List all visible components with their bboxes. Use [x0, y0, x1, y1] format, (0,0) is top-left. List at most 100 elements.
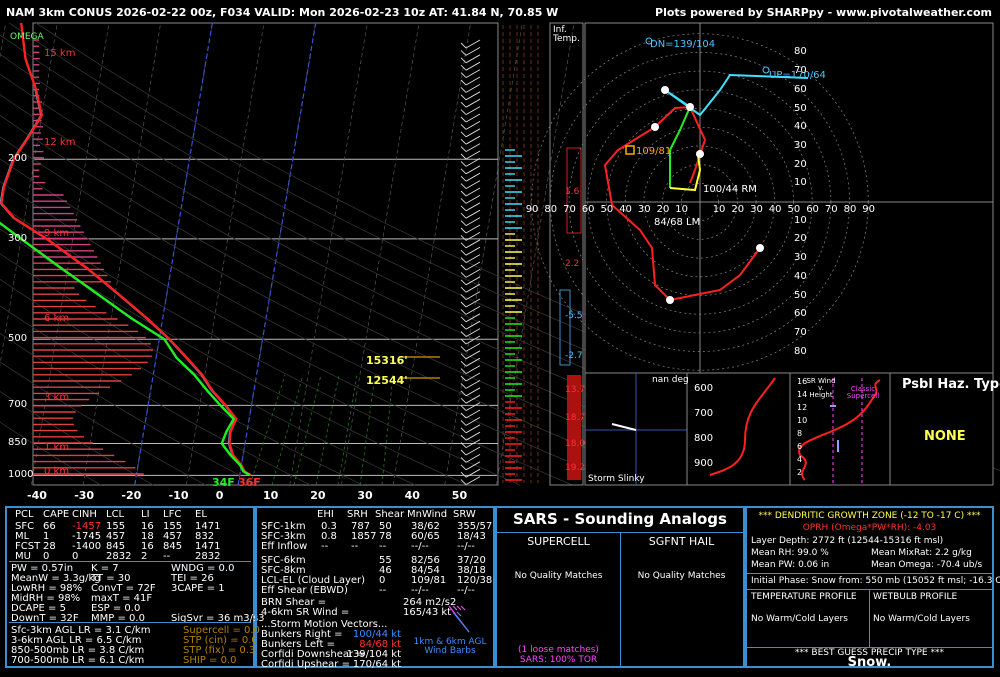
sars-supercell-header: SUPERCELL — [497, 536, 620, 547]
surface-dewpoint-label: 34F — [212, 477, 235, 488]
sars-hail-header: SGFNT HAIL — [620, 536, 743, 547]
hodo-x-label: 20 — [657, 205, 670, 215]
parcel-header: CAPE — [43, 510, 69, 520]
storm-motion-value: 170/64 kt — [345, 660, 401, 670]
chart-title: NAM 3km CONUS 2026-02-22 00z, F034 VALID… — [6, 7, 558, 18]
kinematic-header: EHI — [317, 510, 334, 520]
dn-label: DN=139/104 — [650, 40, 715, 50]
kinematic-cell: -- — [321, 542, 328, 552]
dgz-top-label: 15316' — [366, 355, 408, 366]
hodo-x-label: 50 — [788, 205, 801, 215]
hodo-x-label: 90 — [862, 205, 875, 215]
hodo-x-label: 80 — [544, 205, 557, 215]
hodo-x-label: 70 — [825, 205, 838, 215]
composite-index: SHIP = 0.0 — [183, 656, 237, 666]
parcel-header: CINH — [72, 510, 97, 520]
hodo-range-label: 30 — [794, 253, 807, 263]
sr-wind-tick: 4 — [797, 456, 802, 464]
dgz-title: *** DENDRITIC GROWTH ZONE (-12 TO -17 C)… — [747, 512, 992, 521]
slinky-label: Storm Slinky — [588, 475, 645, 484]
kinematic-row-label: Eff Shear (EBWD) — [261, 586, 348, 596]
sars-title: SARS - Sounding Analogs — [497, 512, 743, 527]
height-label: 9 km — [44, 229, 69, 239]
kinematic-header: SRW — [453, 510, 476, 520]
inf-temp-value: 1.6 — [565, 188, 579, 197]
x-tick-label: 40 — [405, 490, 420, 501]
kinematic-row-label: Eff Inflow — [261, 542, 307, 552]
theta-e-tick: 700 — [694, 409, 713, 419]
pressure-tick-label: 700 — [8, 400, 27, 410]
kinematic-cell: --/-- — [411, 586, 429, 596]
hodo-x-label: 30 — [638, 205, 651, 215]
hazard-value: NONE — [924, 430, 966, 443]
sr-wind-46-label: 4-6km SR Wind = — [261, 608, 349, 618]
hodo-range-label: 20 — [794, 234, 807, 244]
hodo-range-label: 10 — [794, 216, 807, 226]
inf-temp-value: -5.5 — [565, 312, 583, 321]
temp-profile-result: No Warm/Cold Layers — [751, 615, 848, 624]
theta-e-tick: 800 — [694, 434, 713, 444]
x-tick-label: 20 — [310, 490, 325, 501]
inf-temp-value: 19.2 — [565, 464, 585, 473]
hodo-range-label: 60 — [794, 309, 807, 319]
kinematic-cell: -- — [379, 542, 386, 552]
height-label: 15 km — [44, 49, 75, 59]
theta-e-tick: 900 — [694, 459, 713, 469]
hodo-range-label: 40 — [794, 122, 807, 132]
hodo-range-label: 40 — [794, 272, 807, 282]
hodo-range-label: 30 — [794, 141, 807, 151]
mean-mixrat: Mean MixRat: 2.2 g/kg — [871, 549, 972, 558]
x-tick-label: -40 — [27, 490, 47, 501]
barb-caption: 1km & 6km AGL Wind Barbs — [405, 638, 495, 656]
parcel-header: LFC — [163, 510, 181, 520]
omega-label: OMEGA — [10, 33, 44, 42]
lm-label: 84/68 LM — [654, 218, 700, 228]
x-tick-label: 30 — [357, 490, 372, 501]
hodo-x-label: 70 — [563, 205, 576, 215]
sr-wind-tick: 12 — [797, 404, 807, 412]
hodo-x-label: 40 — [619, 205, 632, 215]
up-label: UP=170/64 — [769, 71, 826, 81]
parcel-header: LCL — [106, 510, 124, 520]
x-tick-label: -20 — [121, 490, 141, 501]
hodo-x-label: 20 — [731, 205, 744, 215]
inf-temp-value: 2.2 — [565, 260, 579, 269]
credit-text: Plots powered by SHARPpy - www.pivotalwe… — [655, 7, 992, 18]
hodo-range-label: 60 — [794, 85, 807, 95]
lapse-rate: 700-500mb LR = 6.1 C/km — [11, 656, 144, 666]
parcel-header: LI — [141, 510, 150, 520]
sr-wind-tick: 10 — [797, 417, 807, 425]
hodo-x-label: 60 — [806, 205, 819, 215]
pressure-tick-label: 300 — [8, 234, 27, 244]
hodo-x-label: 10 — [675, 205, 688, 215]
dgz-bottom-label: 12544' — [366, 375, 408, 386]
sars-tor: SARS: 100% TOR — [497, 656, 620, 665]
height-label: 6 km — [44, 314, 69, 324]
pressure-tick-label: 500 — [8, 334, 27, 344]
hodo-x-label: 10 — [713, 205, 726, 215]
inf-temp-value: 18.0 — [565, 440, 585, 449]
hodo-range-label: 10 — [794, 178, 807, 188]
mean-pw: Mean PW: 0.06 in — [751, 561, 829, 570]
bunkers-left-label: 109/81 — [636, 147, 671, 157]
x-tick-label: -30 — [74, 490, 94, 501]
precip-type: Snow. — [747, 656, 992, 669]
sr-wind-tick: 8 — [797, 430, 802, 438]
sr-wind-label: SR Wind v. Height — [806, 378, 836, 399]
inf-temp-value: 18.7 — [565, 414, 585, 423]
kinematic-cell: -- — [351, 542, 358, 552]
classic-supercell-label: Classic Supercell — [843, 386, 883, 400]
hodo-x-label: 60 — [582, 205, 595, 215]
theta-e-tick: 600 — [694, 384, 713, 394]
temp-profile-header: TEMPERATURE PROFILE — [751, 593, 857, 602]
kinematic-cell: --/-- — [457, 586, 475, 596]
kinematic-cell: --/-- — [411, 542, 429, 552]
height-label: 12 km — [44, 138, 75, 148]
kinematic-cell: --/-- — [457, 542, 475, 552]
kinematic-header: Shear — [375, 510, 404, 520]
pressure-tick-label: 850 — [8, 438, 27, 448]
hodo-range-label: 50 — [794, 291, 807, 301]
oprh-text: OPRH (Omega*PW*RH): -4.03 — [747, 524, 992, 533]
x-tick-label: 50 — [452, 490, 467, 501]
x-tick-label: -10 — [169, 490, 189, 501]
